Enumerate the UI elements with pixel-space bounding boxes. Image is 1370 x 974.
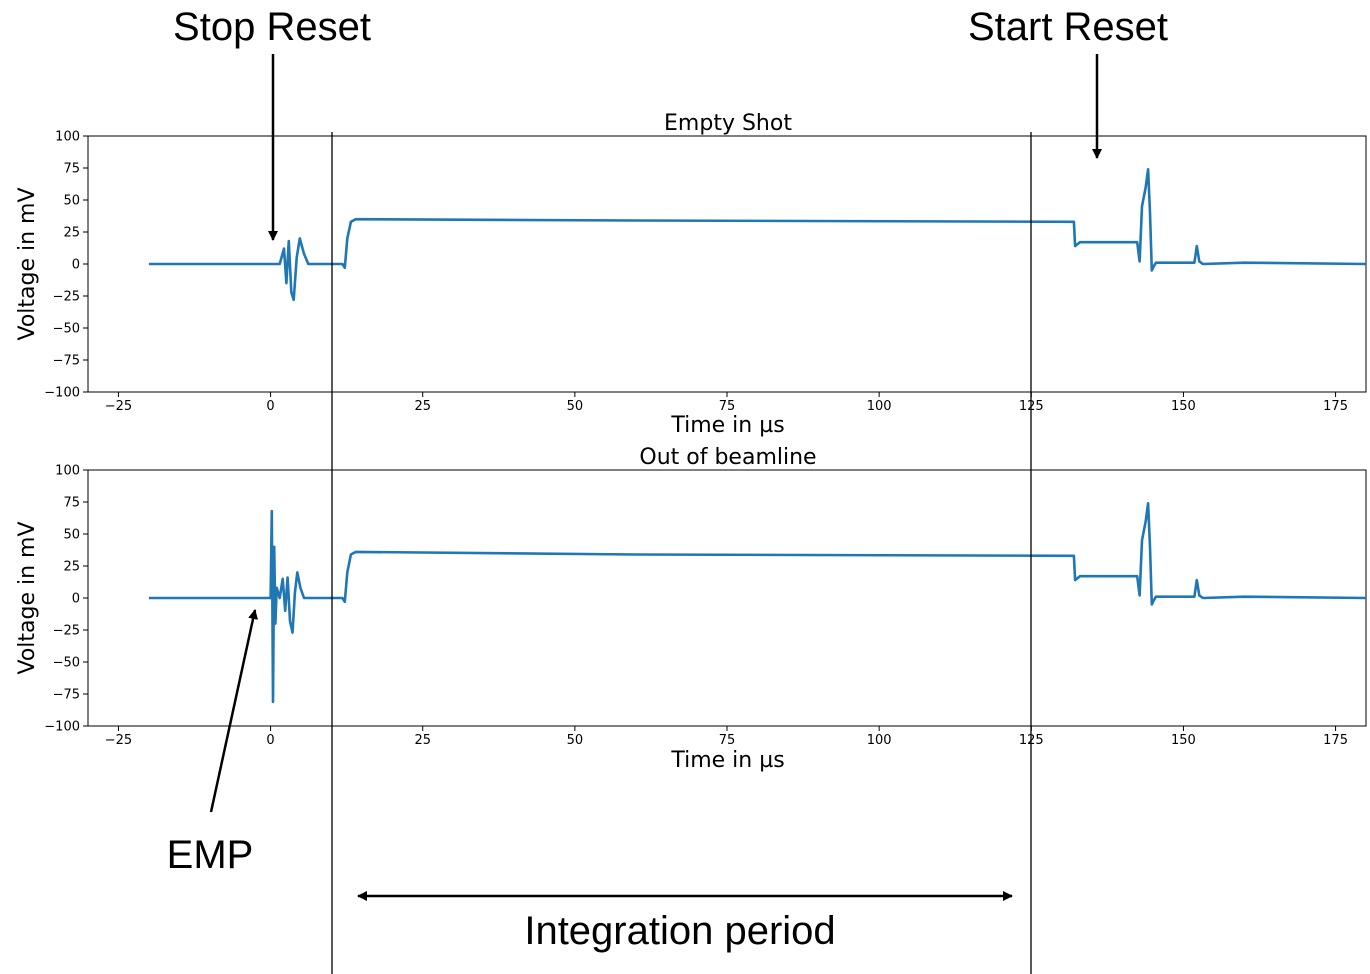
- series-lines: [148, 502, 1367, 703]
- y-tick-label: 50: [63, 194, 80, 209]
- x-tick-label: 100: [867, 399, 892, 414]
- x-axis-title: Time in µs: [670, 748, 784, 773]
- y-tick-label: −50: [53, 656, 80, 671]
- y-tick-label: −100: [44, 386, 80, 401]
- x-tick-label: 175: [1323, 399, 1348, 414]
- y-axis-ticks: 100 75 50 25 0 −25 −50 −75 −100: [44, 464, 88, 735]
- y-tick-label: −100: [44, 720, 80, 735]
- y-axis-title: Voltage in mV: [15, 187, 40, 340]
- y-axis-title: Voltage in mV: [15, 521, 40, 674]
- plot-empty-shot: Empty Shot 100 75 50 25 0 −25 −50 −75 −100 −25 0 2…: [15, 111, 1367, 438]
- x-tick-label: 0: [266, 733, 274, 748]
- series-lines: [148, 168, 1367, 302]
- x-tick-label: 150: [1171, 399, 1196, 414]
- start-reset-label: Start Reset: [968, 5, 1168, 49]
- x-tick-label: 25: [414, 399, 431, 414]
- emp-arrow: [209, 609, 258, 813]
- x-tick-label: 25: [414, 733, 431, 748]
- plot-title: Out of beamline: [639, 445, 816, 470]
- x-tick-label: 100: [867, 733, 892, 748]
- x-axis-ticks: −25 0 25 50 75 100 125 150 175: [105, 392, 1348, 414]
- y-tick-label: −25: [53, 290, 80, 305]
- emp-label: EMP: [167, 833, 254, 877]
- y-tick-label: 25: [63, 226, 80, 241]
- voltage-trace: [148, 502, 1367, 703]
- y-tick-label: −75: [53, 688, 80, 703]
- y-tick-label: 25: [63, 560, 80, 575]
- y-tick-label: 75: [63, 496, 80, 511]
- y-tick-label: 75: [63, 162, 80, 177]
- x-tick-label: 0: [266, 399, 274, 414]
- y-tick-label: 100: [55, 130, 80, 145]
- y-tick-label: 100: [55, 464, 80, 479]
- x-tick-label: −25: [105, 733, 132, 748]
- y-tick-label: −50: [53, 322, 80, 337]
- plot-title: Empty Shot: [664, 111, 792, 136]
- y-tick-label: −75: [53, 354, 80, 369]
- y-tick-label: 0: [72, 258, 80, 273]
- y-tick-label: −25: [53, 624, 80, 639]
- x-tick-label: 75: [719, 399, 736, 414]
- voltage-trace: [148, 168, 1367, 302]
- y-tick-label: 50: [63, 528, 80, 543]
- x-tick-label: 75: [719, 733, 736, 748]
- stop-reset-label: Stop Reset: [173, 5, 371, 49]
- integration-period-label: Integration period: [524, 909, 835, 953]
- x-axis-ticks: −25 0 25 50 75 100 125 150 175: [105, 726, 1348, 748]
- x-tick-label: 50: [567, 733, 584, 748]
- x-tick-label: 150: [1171, 733, 1196, 748]
- annotation-layer: Stop Reset Start Reset EMP Integration p…: [167, 5, 1168, 974]
- x-tick-label: 50: [567, 399, 584, 414]
- plot-out-of-beamline: Out of beamline 1007550250−25−50−75−100 …: [15, 445, 1367, 773]
- x-tick-label: 175: [1323, 733, 1348, 748]
- y-tick-label: 0: [72, 592, 80, 607]
- x-axis-title: Time in µs: [670, 413, 784, 438]
- x-tick-label: −25: [105, 399, 132, 414]
- y-axis-ticks: 100 75 50 25 0 −25 −50 −75 −100: [44, 130, 88, 401]
